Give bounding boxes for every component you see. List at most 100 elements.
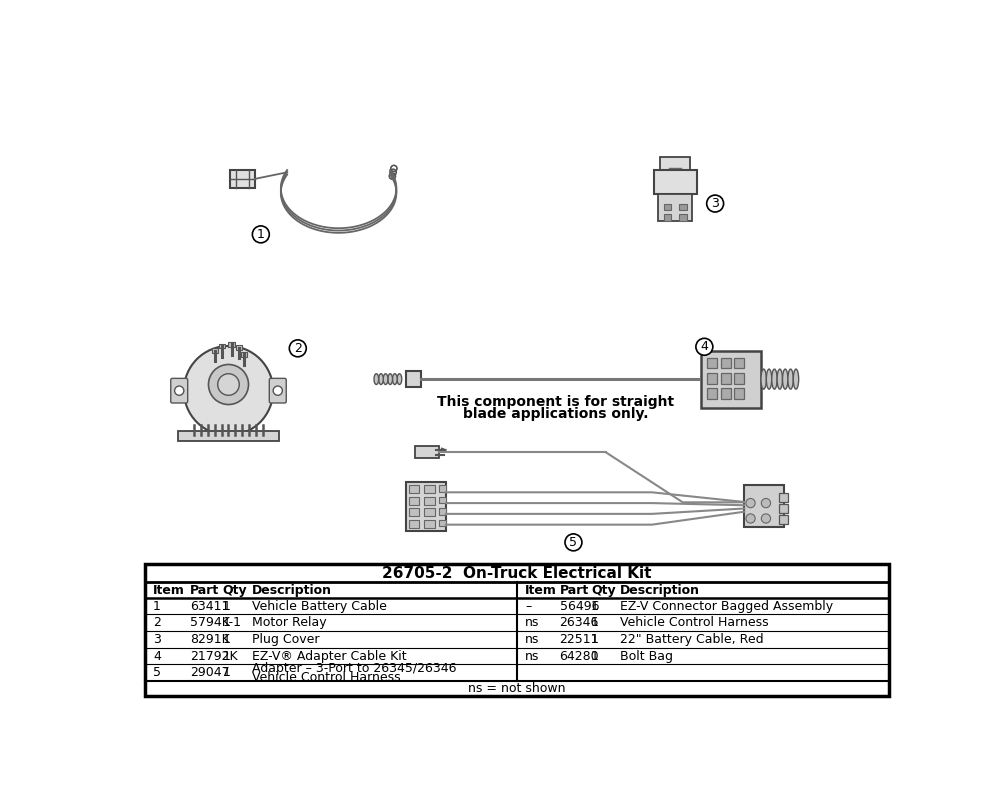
FancyBboxPatch shape (654, 170, 697, 195)
Ellipse shape (777, 369, 782, 389)
Text: ns: ns (525, 616, 540, 630)
Bar (734, 373, 744, 384)
FancyBboxPatch shape (659, 194, 692, 221)
Text: 22511: 22511 (560, 633, 599, 646)
Circle shape (184, 346, 273, 436)
Text: 1: 1 (591, 633, 599, 646)
Circle shape (218, 373, 240, 395)
Bar (664, 203, 672, 210)
Text: 5: 5 (153, 666, 161, 679)
FancyBboxPatch shape (779, 515, 788, 523)
Ellipse shape (787, 369, 794, 389)
Text: Adapter – 3-Port to 26345/26346: Adapter – 3-Port to 26345/26346 (252, 662, 456, 674)
Bar (679, 215, 687, 220)
Text: 26705-2  On-Truck Electrical Kit: 26705-2 On-Truck Electrical Kit (383, 566, 652, 581)
Text: Vehicle Battery Cable: Vehicle Battery Cable (252, 599, 387, 613)
Bar (409, 485, 420, 493)
Text: Part: Part (560, 583, 589, 597)
Bar (409, 520, 420, 527)
FancyBboxPatch shape (661, 156, 690, 172)
Circle shape (696, 338, 713, 355)
Circle shape (289, 340, 306, 357)
Text: 22" Battery Cable, Red: 22" Battery Cable, Red (619, 633, 763, 646)
Bar (439, 497, 446, 503)
Text: Bolt Bag: Bolt Bag (619, 650, 673, 662)
Bar (439, 485, 446, 492)
Text: 1: 1 (223, 599, 231, 613)
Bar (679, 203, 687, 210)
Text: Part: Part (190, 583, 220, 597)
Ellipse shape (374, 373, 379, 385)
Text: EZ-V® Adapter Cable Kit: EZ-V® Adapter Cable Kit (252, 650, 406, 662)
Text: 21792K: 21792K (190, 650, 238, 662)
Bar (439, 520, 446, 526)
Bar (721, 358, 730, 369)
Text: EZ-V Connector Bagged Assembly: EZ-V Connector Bagged Assembly (619, 599, 833, 613)
Ellipse shape (388, 373, 393, 385)
Text: 3: 3 (153, 633, 161, 646)
Bar (424, 497, 435, 504)
Text: ns: ns (525, 633, 540, 646)
Text: 1: 1 (223, 650, 231, 662)
Bar (664, 215, 672, 220)
Text: 63411: 63411 (190, 599, 230, 613)
FancyBboxPatch shape (779, 493, 788, 502)
Text: 1: 1 (591, 650, 599, 662)
Text: 26346: 26346 (560, 616, 599, 630)
Text: ns = not shown: ns = not shown (468, 682, 566, 695)
Bar (707, 389, 717, 399)
Text: ns: ns (525, 650, 540, 662)
Text: Description: Description (252, 583, 331, 597)
Text: 2: 2 (153, 616, 161, 630)
FancyBboxPatch shape (406, 481, 446, 531)
Circle shape (707, 195, 724, 212)
Text: Plug Cover: Plug Cover (252, 633, 319, 646)
Circle shape (273, 386, 282, 395)
Text: 2: 2 (294, 342, 302, 355)
Circle shape (565, 534, 582, 551)
Text: 5794K-1: 5794K-1 (190, 616, 241, 630)
Text: 1: 1 (591, 616, 599, 630)
Text: 56496: 56496 (560, 599, 599, 613)
Text: 5: 5 (569, 536, 577, 549)
Text: –: – (525, 599, 532, 613)
Text: 8291K: 8291K (190, 633, 230, 646)
Circle shape (174, 386, 184, 395)
Bar (409, 508, 420, 516)
Ellipse shape (384, 373, 388, 385)
FancyBboxPatch shape (171, 378, 187, 403)
Text: Vehicle Control Harness: Vehicle Control Harness (619, 616, 768, 630)
Text: 1: 1 (153, 599, 161, 613)
Bar (424, 520, 435, 527)
Text: 64280: 64280 (560, 650, 599, 662)
Text: 1: 1 (223, 633, 231, 646)
Ellipse shape (794, 369, 799, 389)
Bar (241, 352, 247, 357)
Bar (229, 342, 235, 347)
Text: 1: 1 (591, 599, 599, 613)
Ellipse shape (766, 369, 771, 389)
Text: 1: 1 (257, 228, 265, 241)
Circle shape (761, 499, 770, 508)
Bar (439, 508, 446, 515)
Circle shape (746, 499, 755, 508)
Text: Description: Description (619, 583, 700, 597)
Circle shape (761, 514, 770, 523)
Ellipse shape (782, 369, 787, 389)
Ellipse shape (761, 369, 766, 389)
Bar (424, 485, 435, 493)
FancyBboxPatch shape (269, 378, 286, 403)
FancyBboxPatch shape (230, 170, 255, 188)
Text: Item: Item (525, 583, 557, 597)
Circle shape (746, 514, 755, 523)
Bar (734, 358, 744, 369)
Bar (237, 346, 243, 350)
Circle shape (253, 226, 269, 243)
Text: 4: 4 (701, 340, 708, 354)
Ellipse shape (393, 373, 397, 385)
Text: Item: Item (153, 583, 185, 597)
Circle shape (208, 365, 249, 405)
Bar (707, 358, 717, 369)
Text: 1: 1 (223, 666, 231, 679)
FancyBboxPatch shape (701, 350, 761, 408)
